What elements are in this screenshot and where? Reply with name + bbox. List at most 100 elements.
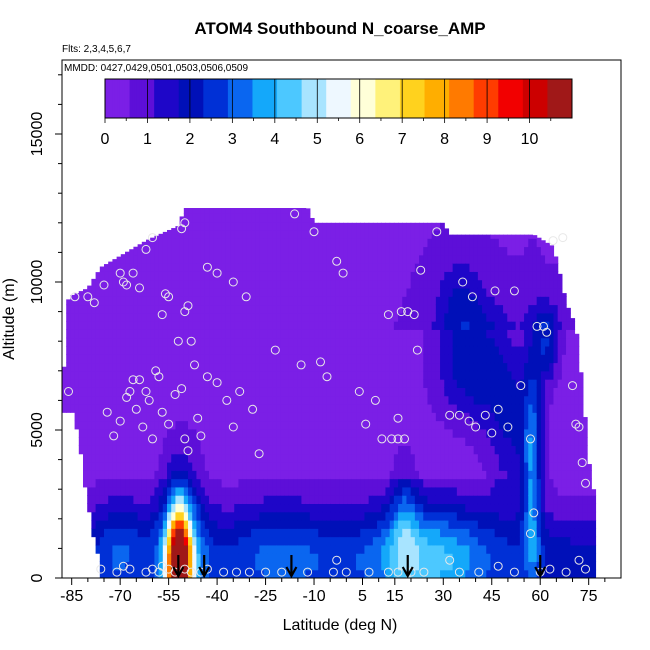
heat-cell [267, 395, 273, 405]
heat-cell [498, 511, 504, 521]
heat-cell [196, 304, 202, 314]
heat-cell [309, 503, 315, 513]
heat-cell [288, 296, 294, 306]
heat-cell [230, 362, 235, 372]
heat-cell [230, 486, 235, 496]
heat-cell [284, 511, 290, 521]
heat-cell [524, 337, 529, 347]
heat-cell [120, 304, 126, 314]
heat-cell [469, 238, 475, 248]
heat-cell [251, 461, 256, 471]
heat-cell [150, 279, 156, 289]
heat-cell [414, 420, 420, 430]
heat-cell [263, 486, 269, 496]
heat-cell [414, 238, 420, 248]
heat-cell [246, 536, 252, 546]
heat-cell [419, 569, 424, 578]
heat-cell [486, 486, 492, 496]
heat-cell [469, 362, 475, 372]
heat-cell [146, 428, 151, 438]
heat-cell [406, 312, 412, 322]
heat-cell [91, 528, 97, 538]
heat-cell [192, 263, 198, 272]
heat-cell [276, 321, 282, 330]
heat-cell [251, 420, 256, 430]
heat-cell [469, 528, 475, 538]
heat-cell [515, 321, 521, 330]
heat-cell [104, 304, 109, 314]
heat-cell [234, 263, 240, 272]
heat-cell [398, 362, 403, 372]
heat-cell [385, 420, 391, 430]
heat-cell [330, 561, 336, 571]
heat-cell [536, 445, 542, 455]
heat-cell [293, 271, 298, 281]
heat-cell [95, 412, 101, 422]
heat-cell [402, 296, 408, 306]
heat-cell [360, 395, 366, 405]
heat-cell [133, 544, 139, 554]
heat-cell [444, 536, 450, 546]
heat-cell [204, 461, 210, 471]
heat-cell [553, 536, 559, 546]
heat-cell [125, 337, 130, 347]
heat-cell [112, 470, 118, 480]
heat-cell [351, 437, 357, 446]
heat-cell [188, 254, 193, 264]
heat-cell [116, 544, 122, 554]
heat-cell [486, 337, 492, 347]
heat-cell [314, 478, 319, 488]
heat-cell [309, 263, 315, 272]
heat-cell [393, 511, 399, 521]
heat-cell [347, 287, 353, 297]
heat-cell [469, 553, 475, 563]
heat-cell [293, 495, 298, 505]
heat-cell [381, 387, 387, 397]
heat-cell [419, 354, 424, 364]
heat-cell [347, 503, 353, 513]
heat-cell [141, 279, 147, 289]
heat-cell [322, 511, 328, 521]
heat-cell [154, 536, 160, 546]
heat-cell [108, 461, 114, 471]
heat-cell [251, 370, 256, 380]
heat-cell [402, 387, 408, 397]
heat-cell [406, 337, 412, 347]
heat-cell [242, 445, 248, 455]
heat-cell [234, 486, 240, 496]
heat-cell [150, 362, 156, 372]
heat-cell [272, 229, 277, 239]
heat-cell [335, 461, 340, 471]
heat-cell [154, 420, 160, 430]
heat-cell [456, 354, 462, 364]
heat-cell [503, 486, 508, 496]
heat-cell [482, 304, 487, 314]
heat-cell [406, 544, 412, 554]
heat-cell [494, 403, 500, 413]
heat-cell [461, 511, 466, 521]
heat-cell [360, 222, 366, 231]
heat-cell [511, 362, 517, 372]
heat-cell [158, 271, 164, 281]
heat-cell [276, 528, 282, 538]
heat-cell [503, 296, 508, 306]
heat-cell [108, 470, 114, 480]
heat-cell [78, 329, 84, 339]
heat-cell [272, 254, 277, 264]
heat-cell [385, 362, 391, 372]
heat-cell [112, 379, 118, 388]
heat-cell [238, 238, 244, 248]
heat-cell [200, 337, 206, 347]
heat-cell [108, 271, 114, 281]
heat-cell [322, 321, 328, 330]
heat-cell [301, 279, 307, 289]
heat-cell [347, 412, 353, 422]
heat-cell [272, 486, 277, 496]
heat-cell [461, 478, 466, 488]
heat-cell [410, 263, 416, 272]
heat-cell [112, 569, 118, 578]
heat-cell [293, 403, 298, 413]
heat-cell [293, 519, 298, 529]
heat-cell [150, 561, 156, 571]
heat-cell [200, 395, 206, 405]
